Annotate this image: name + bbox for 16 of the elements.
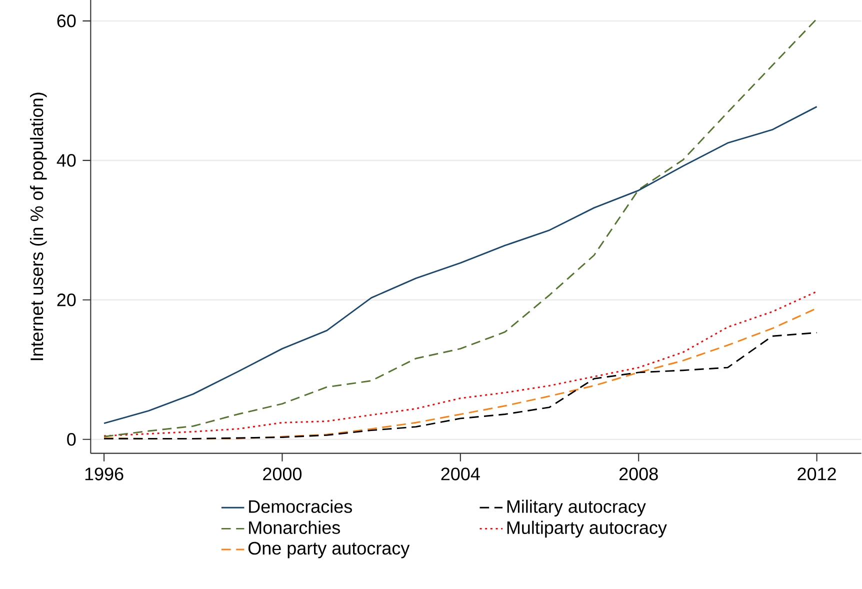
legend-label: Multiparty autocracy	[507, 520, 667, 538]
y-tick-label: 0	[67, 433, 76, 446]
x-tick-label: 1996	[85, 468, 124, 480]
x-tick-label: 2000	[263, 468, 302, 480]
y-tick-label: 20	[57, 294, 76, 306]
legend-label: Military autocracy	[507, 500, 646, 517]
legend-label: Democracies	[249, 500, 352, 513]
legend-label: Monarchies	[249, 520, 340, 534]
y-axis-title: Internet users (in % of population)	[30, 92, 47, 360]
y-tick-label: 40	[56, 154, 76, 167]
x-tick-label: 2012	[798, 468, 836, 480]
y-tick-label: 60	[57, 14, 76, 28]
legend-label: One party autocracy	[248, 542, 410, 558]
x-tick-label: 2004	[441, 468, 480, 480]
x-tick-label: 2008	[619, 468, 658, 480]
line-series	[103, 106, 818, 424]
